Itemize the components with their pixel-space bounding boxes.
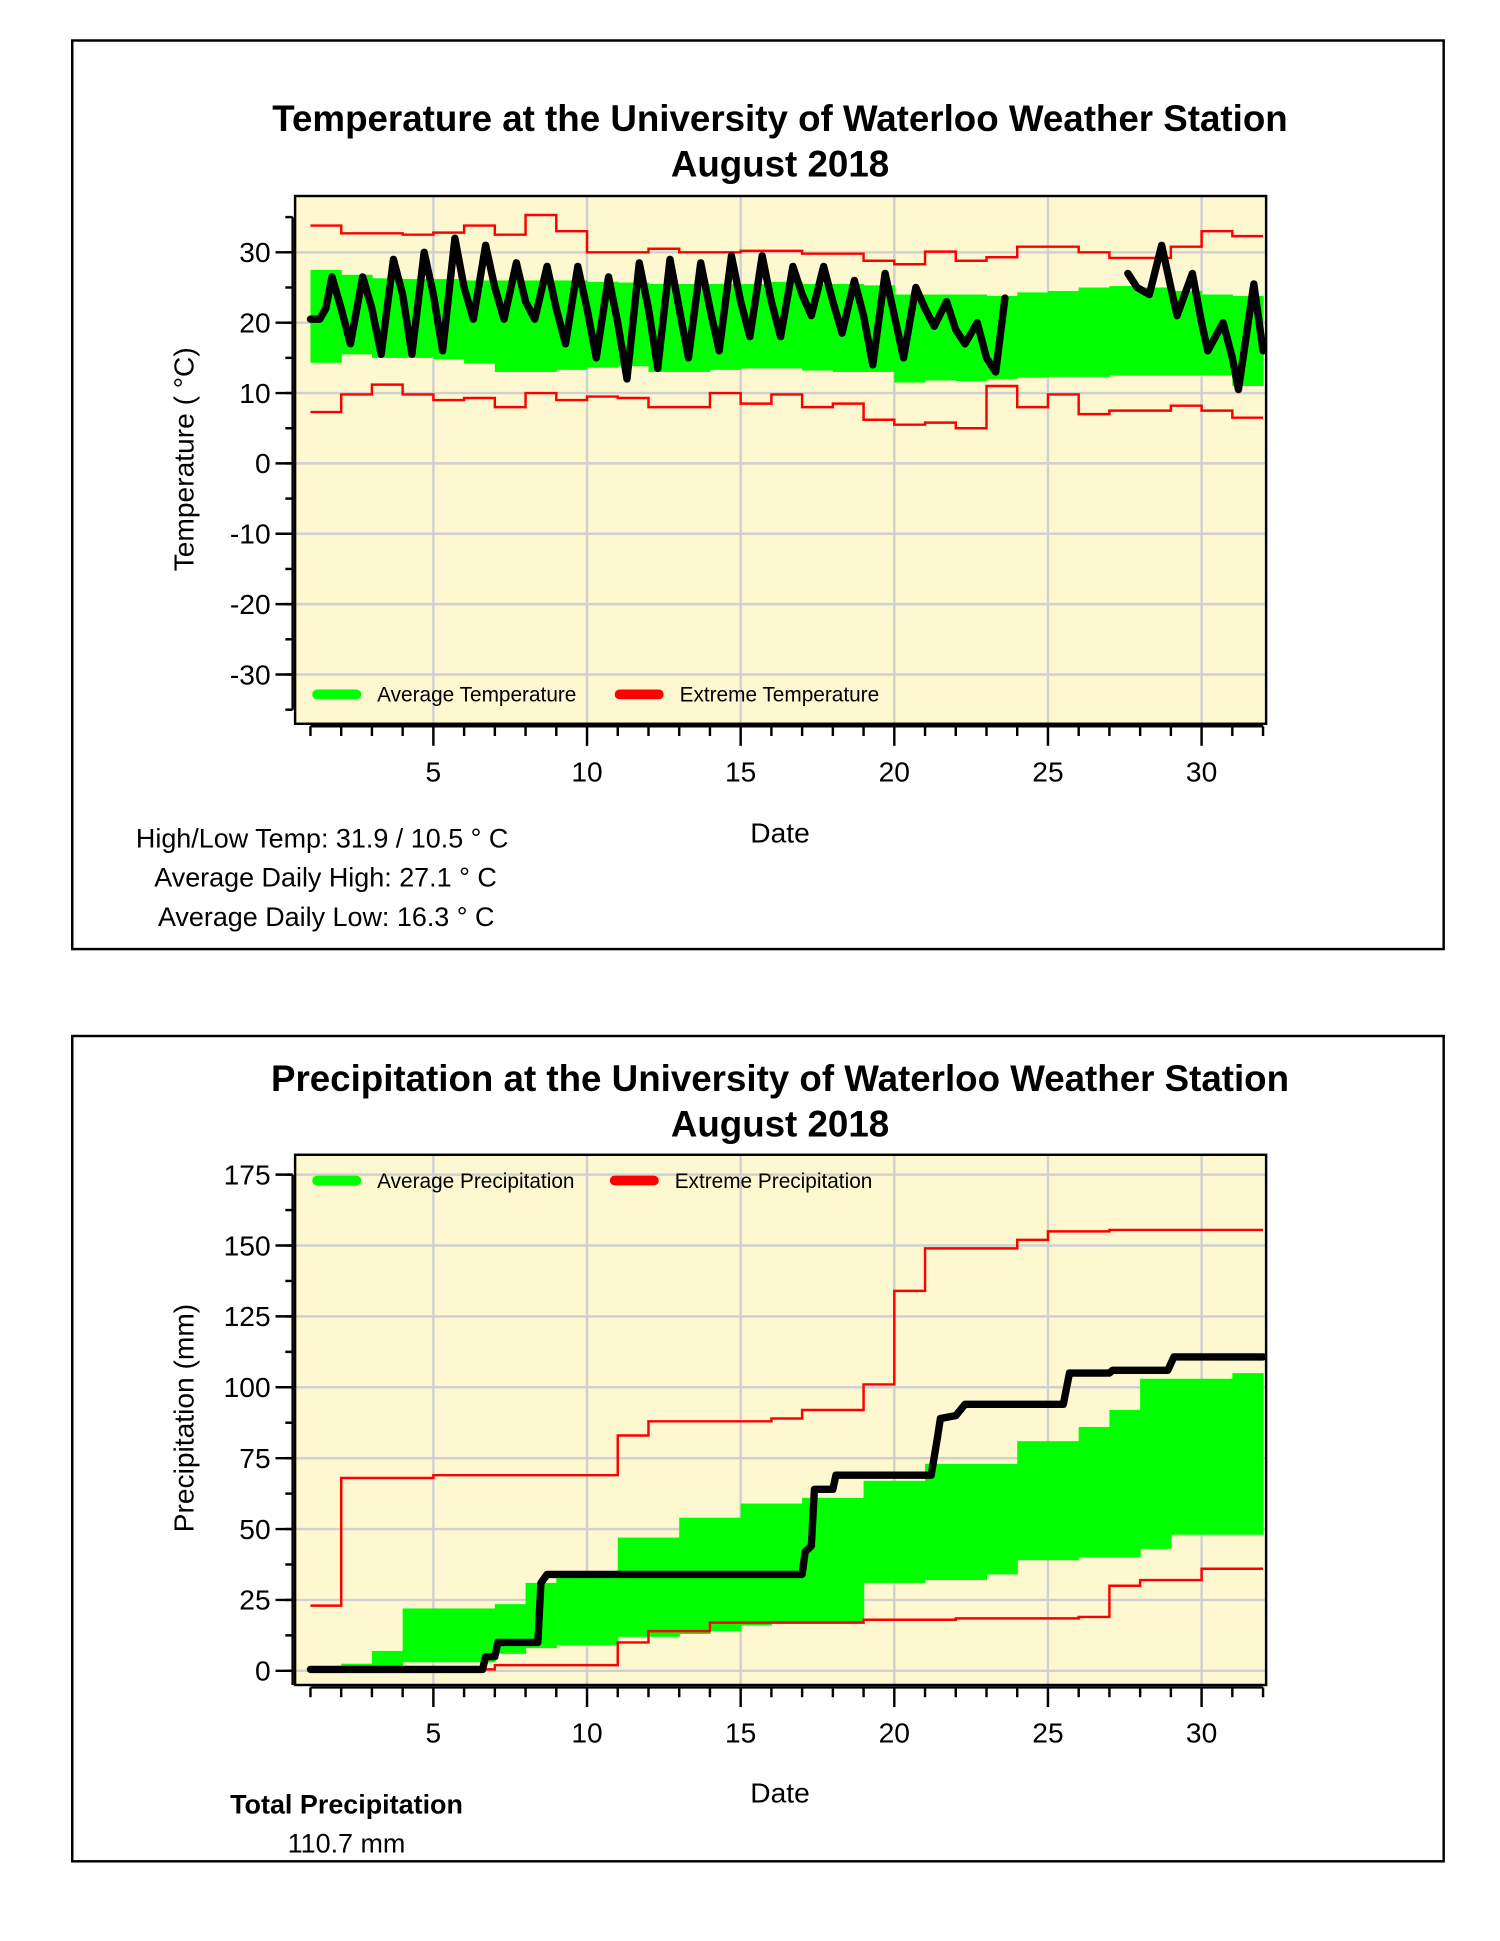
temperature-xlabel: Date bbox=[750, 818, 809, 849]
temperature-title: Temperature at the University of Waterlo… bbox=[272, 98, 1287, 139]
average-band-day bbox=[1017, 1441, 1049, 1561]
y-tick-label: 20 bbox=[239, 307, 270, 338]
average-band-day bbox=[1201, 1378, 1233, 1535]
average-band-day bbox=[863, 1480, 895, 1583]
precipitation-ylabel: Precipitation (mm) bbox=[168, 1304, 199, 1532]
total-precipitation-value: 110.7 mm bbox=[288, 1829, 406, 1859]
total-precipitation-label: Total Precipitation bbox=[230, 1790, 463, 1820]
high-low-temp: High/Low Temp: 31.9 / 10.5 ° C bbox=[136, 823, 508, 853]
y-tick-label: 100 bbox=[224, 1372, 271, 1403]
x-tick-label: 30 bbox=[1186, 1718, 1217, 1749]
y-tick-label: 50 bbox=[239, 1514, 270, 1545]
average-daily-low: Average Daily Low: 16.3 ° C bbox=[158, 902, 495, 932]
extreme-max-line bbox=[310, 213, 1264, 266]
extreme-max-line bbox=[310, 1228, 1264, 1607]
x-tick-label: 5 bbox=[426, 756, 442, 787]
average-band-day bbox=[1047, 291, 1080, 377]
x-tick-label: 25 bbox=[1032, 1718, 1063, 1749]
observed-line bbox=[306, 234, 1009, 383]
average-band-day bbox=[894, 1480, 926, 1583]
y-tick-label: -20 bbox=[230, 589, 271, 620]
average-band-day bbox=[1109, 286, 1141, 376]
temperature-plot: 5 10 15 20 25 30 30 20 10 0 -10 -20 -30 Average Tempe… bbox=[230, 194, 1268, 787]
average-daily-high: Average Daily High: 27.1 ° C bbox=[154, 863, 496, 893]
precipitation-title: Precipitation at the University of Water… bbox=[271, 1058, 1289, 1099]
average-band-day bbox=[371, 1650, 404, 1668]
average-band-day bbox=[617, 1537, 650, 1637]
observed-line bbox=[1124, 241, 1267, 394]
y-tick-label: -30 bbox=[230, 659, 271, 690]
average-band-day bbox=[955, 1463, 988, 1581]
y-tick-label: 75 bbox=[239, 1443, 270, 1474]
x-tick-label: 15 bbox=[725, 1718, 756, 1749]
x-tick-label: 30 bbox=[1186, 756, 1217, 787]
y-tick-label: -10 bbox=[230, 519, 271, 550]
precipitation-plot-frame bbox=[293, 1153, 1268, 1687]
precipitation-plot: 5 10 15 20 25 30 0 25 50 75 100 125 150 175 Average Pr… bbox=[224, 1153, 1268, 1749]
y-tick-label: 150 bbox=[224, 1230, 271, 1261]
y-tick-label: 0 bbox=[255, 448, 271, 479]
average-band-day bbox=[433, 1608, 465, 1663]
average-band-day bbox=[1047, 1441, 1080, 1561]
observed-line bbox=[306, 1353, 1267, 1674]
x-tick-label: 10 bbox=[571, 756, 602, 787]
y-tick-label: 30 bbox=[239, 237, 270, 268]
precipitation-subtitle: August 2018 bbox=[671, 1103, 889, 1144]
average-band-day bbox=[740, 1503, 773, 1626]
extreme-min-line bbox=[310, 383, 1264, 430]
x-tick-label: 25 bbox=[1032, 756, 1063, 787]
average-band-day bbox=[832, 1497, 865, 1623]
average-band-day bbox=[556, 1577, 588, 1646]
average-band-day bbox=[1078, 1426, 1111, 1558]
temperature-plot-background bbox=[295, 196, 1267, 724]
temperature-panel: Temperature at the University of Waterlo… bbox=[71, 39, 1445, 951]
temperature-plot-frame bbox=[293, 194, 1268, 725]
y-tick-label: 10 bbox=[239, 378, 270, 409]
x-tick-label: 20 bbox=[879, 756, 910, 787]
average-band-day bbox=[1078, 287, 1111, 377]
average-band-day bbox=[587, 1577, 619, 1646]
average-band-day bbox=[1109, 1409, 1141, 1558]
extreme-legend-label: Extreme Temperature bbox=[680, 684, 880, 707]
extreme-min-line bbox=[310, 1567, 1264, 1673]
y-tick-label: 125 bbox=[224, 1301, 271, 1332]
average-band-day bbox=[1140, 1378, 1172, 1549]
y-tick-label: 175 bbox=[224, 1159, 271, 1190]
extreme-legend-label: Extreme Precipitation bbox=[675, 1170, 873, 1193]
temperature-ylabel: Temperature ( °C) bbox=[168, 347, 199, 571]
average-legend-label: Average Precipitation bbox=[377, 1170, 574, 1193]
average-band-day bbox=[986, 1463, 1018, 1575]
y-tick-label: 0 bbox=[255, 1656, 271, 1687]
y-tick-label: 25 bbox=[239, 1585, 270, 1616]
average-band-day bbox=[1017, 292, 1049, 378]
average-band-day bbox=[1140, 287, 1172, 376]
precipitation-panel: Precipitation at the University of Water… bbox=[71, 1034, 1445, 1863]
x-tick-label: 5 bbox=[426, 1718, 442, 1749]
average-band-day bbox=[648, 1537, 680, 1637]
average-band-day bbox=[771, 1503, 803, 1623]
average-band-day bbox=[925, 1463, 957, 1581]
x-tick-label: 20 bbox=[879, 1718, 910, 1749]
average-band-day bbox=[1232, 1373, 1264, 1535]
average-band-day bbox=[402, 1608, 434, 1663]
x-tick-label: 15 bbox=[725, 756, 756, 787]
precipitation-xlabel: Date bbox=[750, 1778, 809, 1809]
x-tick-label: 10 bbox=[571, 1718, 602, 1749]
temperature-subtitle: August 2018 bbox=[671, 143, 889, 184]
average-legend-label: Average Temperature bbox=[377, 684, 576, 707]
average-band-day bbox=[1170, 1378, 1203, 1535]
